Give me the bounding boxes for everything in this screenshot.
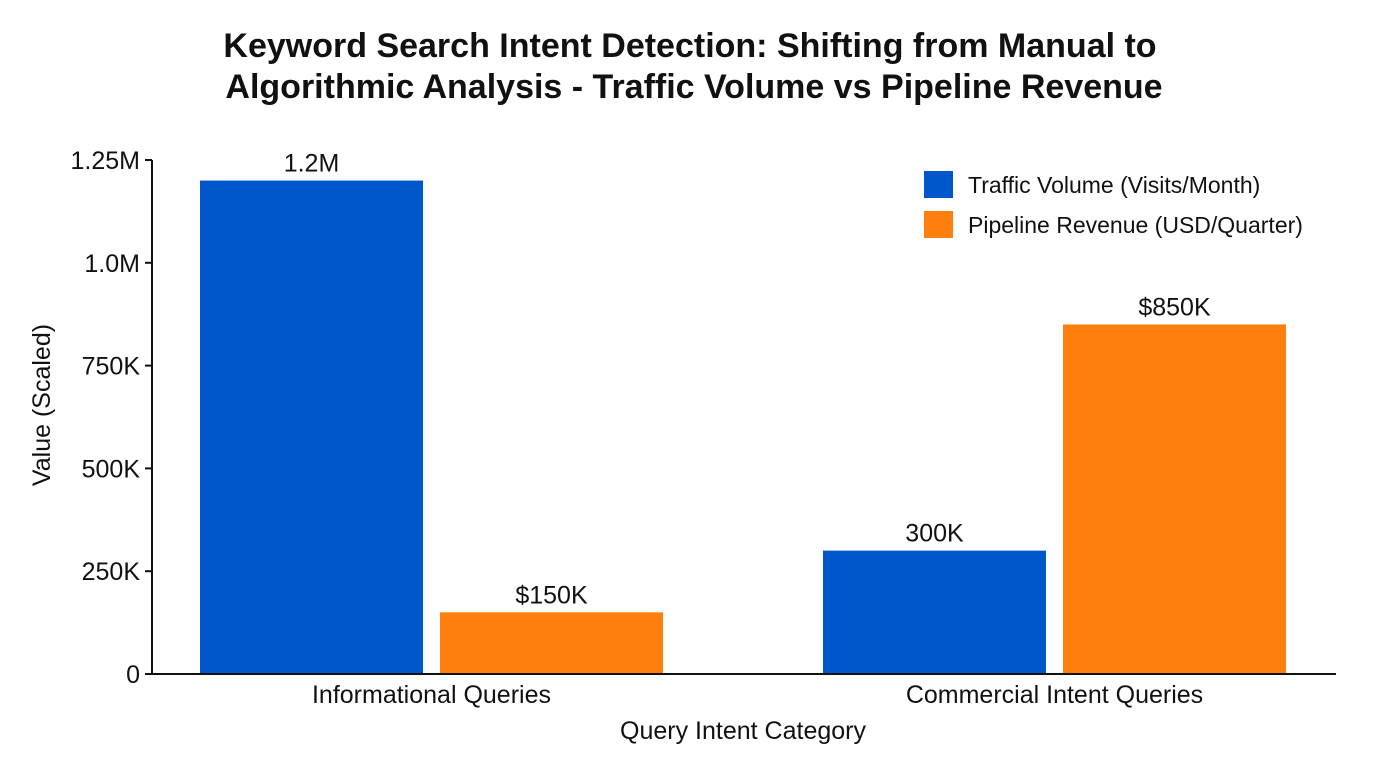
bar xyxy=(1063,324,1286,674)
legend-swatch xyxy=(924,171,953,198)
y-tick-label: 0 xyxy=(126,661,140,689)
bar-data-label: $850K xyxy=(1138,293,1211,321)
chart-title-line-1: Keyword Search Intent Detection: Shiftin… xyxy=(223,27,1156,65)
legend-swatch xyxy=(924,211,953,238)
x-axis-label: Query Intent Category xyxy=(620,717,866,745)
chart-title-line-2: Algorithmic Analysis - Traffic Volume vs… xyxy=(225,68,1162,106)
y-tick-label: 1.25M xyxy=(71,147,140,175)
y-axis-label: Value (Scaled) xyxy=(28,324,56,486)
legend: Traffic Volume (Visits/Month) Pipeline Re… xyxy=(924,171,1303,238)
bar xyxy=(823,550,1046,674)
y-tick-label: 250K xyxy=(82,558,141,586)
bar xyxy=(440,612,663,674)
bars: 1.2M $150K 300K $850K xyxy=(200,150,1286,674)
y-axis: 0 250K 500K 750K 1.0M 1.25M xyxy=(71,147,153,689)
bar-data-label: $150K xyxy=(515,581,588,609)
bar-data-label: 300K xyxy=(905,520,964,548)
y-tick-label: 1.0M xyxy=(84,250,140,278)
legend-label: Pipeline Revenue (USD/Quarter) xyxy=(968,212,1303,238)
x-tick-label: Informational Queries xyxy=(312,681,551,709)
legend-label: Traffic Volume (Visits/Month) xyxy=(968,172,1260,198)
x-axis-ticks: Informational Queries Commercial Intent Q… xyxy=(312,681,1203,709)
bar-data-label: 1.2M xyxy=(284,150,340,178)
y-tick-label: 750K xyxy=(82,353,141,381)
y-tick-label: 500K xyxy=(82,455,141,483)
bar xyxy=(200,180,423,674)
x-tick-label: Commercial Intent Queries xyxy=(906,681,1203,709)
